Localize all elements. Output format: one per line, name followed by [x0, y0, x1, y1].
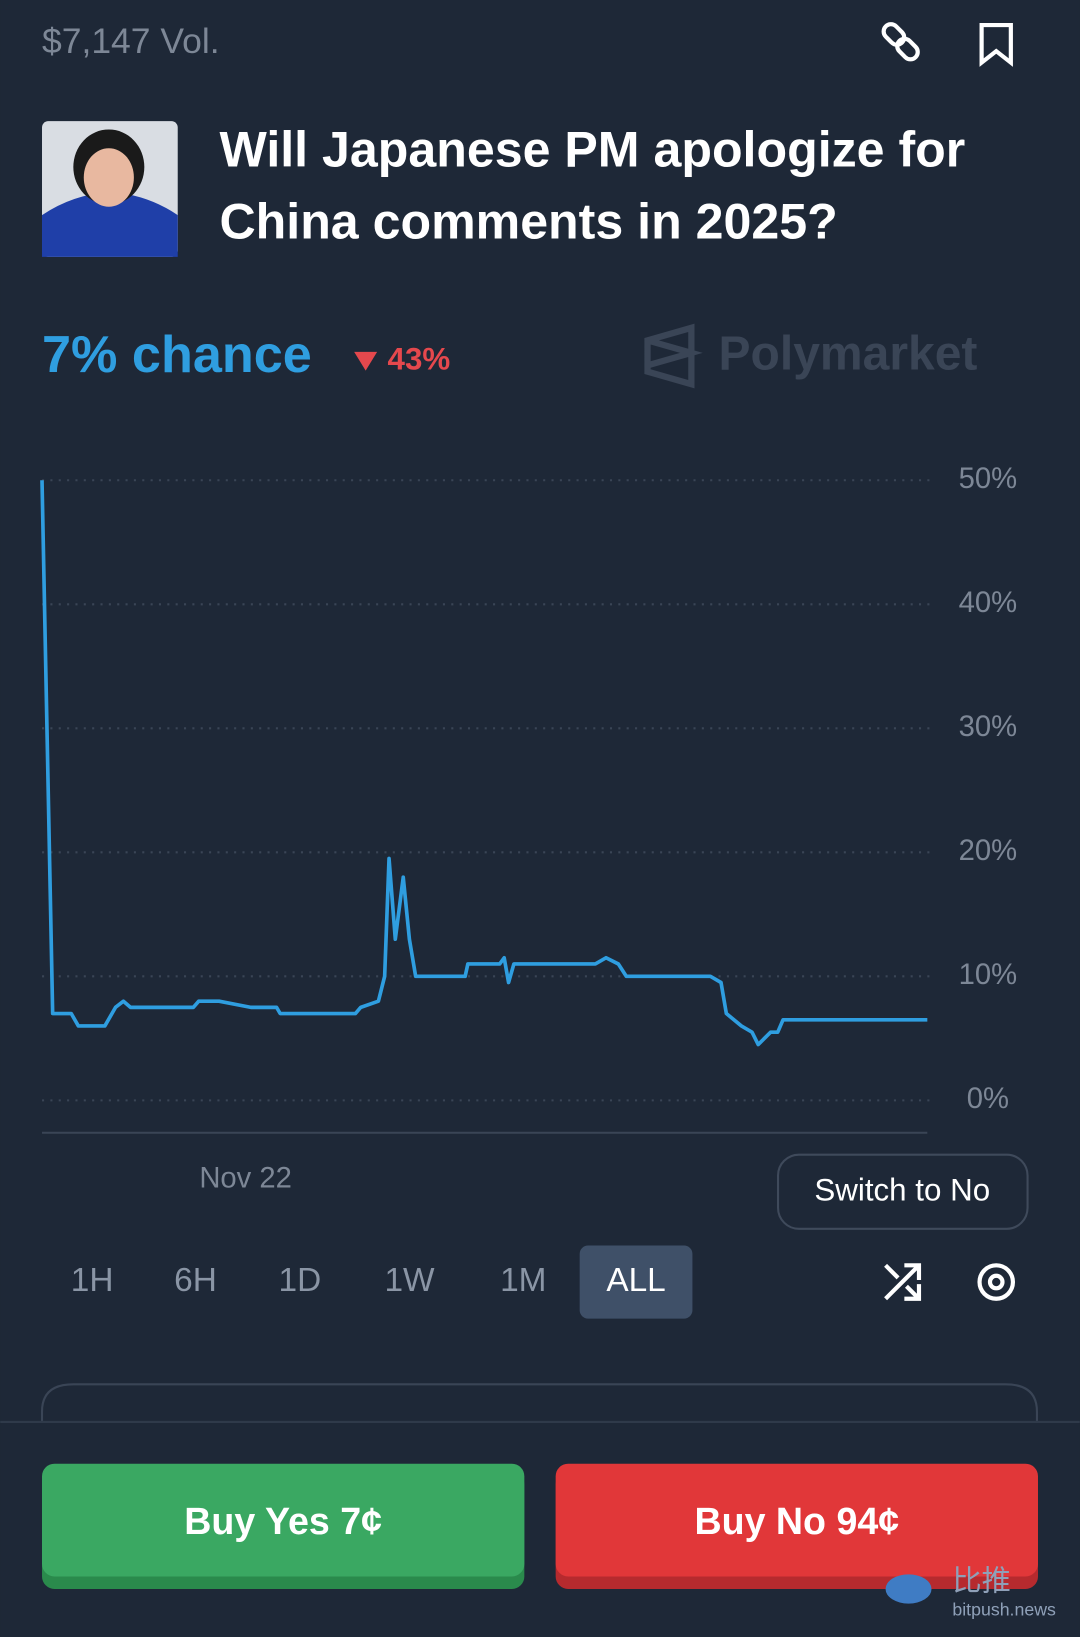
chance: 7% chance	[42, 326, 312, 384]
bookmark-icon[interactable]	[979, 22, 1013, 67]
y-tick-label: 10%	[959, 959, 1017, 991]
range-tabs: 1H 6H 1D 1W 1M ALL	[71, 1245, 693, 1319]
buy-yes-button[interactable]	[42, 1463, 525, 1577]
y-tick-label: 20%	[959, 835, 1017, 867]
buy-no-label[interactable]: Buy No 94¢	[694, 1500, 899, 1542]
settings-icon[interactable]	[977, 1263, 1016, 1301]
range-active[interactable]	[579, 1245, 693, 1319]
down-arrow	[354, 351, 378, 371]
y-tick-label: 50%	[959, 463, 1017, 495]
watermark-site: bitpush.news	[952, 1600, 1056, 1620]
buy-yes-label[interactable]: Buy Yes 7¢	[184, 1500, 382, 1542]
panel-edge	[40, 1383, 1038, 1422]
market-title: Will Japanese PM apologize for	[219, 122, 965, 178]
switch-button[interactable]	[776, 1153, 1029, 1230]
range-tab[interactable]: 6H	[174, 1262, 217, 1299]
buy-no-button[interactable]	[555, 1463, 1038, 1577]
range-tab[interactable]: 1D	[279, 1262, 322, 1299]
price-line	[40, 480, 928, 1047]
x-tick-label: Nov 22	[199, 1162, 292, 1194]
y-tick-label: 30%	[959, 711, 1017, 743]
y-tick-label: 0%	[967, 1083, 1009, 1115]
switch-label[interactable]: Switch to No	[814, 1173, 990, 1208]
brand: Polymarket	[719, 328, 978, 381]
chart: 0% 10% 20% 30% 40% 50% Nov 22	[40, 463, 1017, 1194]
y-tick-label: 40%	[959, 587, 1017, 619]
brand-logo	[644, 323, 703, 389]
volume: $7,147 Vol.	[42, 21, 220, 61]
range-tab[interactable]: 1W	[384, 1262, 435, 1299]
shuffle-icon[interactable]	[884, 1263, 922, 1301]
range-tab[interactable]: 1H	[71, 1262, 114, 1299]
watermark-cn: 比推	[952, 1564, 1010, 1597]
link-icon[interactable]	[881, 21, 921, 62]
watermark-bird	[885, 1574, 932, 1604]
range-tab[interactable]: 1M	[500, 1262, 546, 1299]
market-title: China comments in 2025?	[219, 194, 837, 250]
avatar	[42, 121, 178, 257]
range-tab[interactable]: ALL	[606, 1262, 665, 1299]
change: 43%	[388, 342, 451, 377]
